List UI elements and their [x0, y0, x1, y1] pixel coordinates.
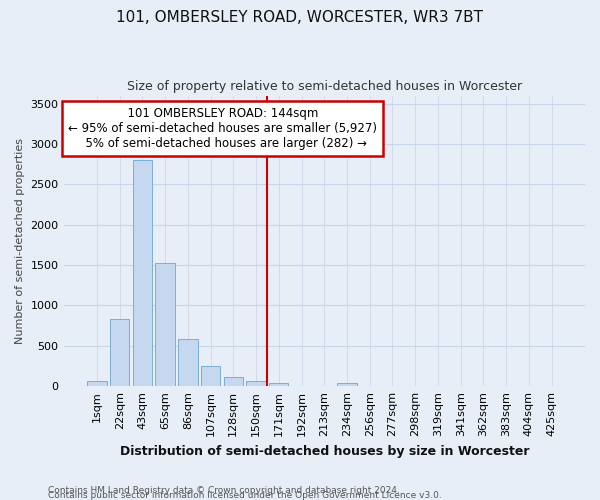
Text: Contains HM Land Registry data © Crown copyright and database right 2024.: Contains HM Land Registry data © Crown c… [48, 486, 400, 495]
Bar [247, 380, 266, 386]
Bar [178, 338, 197, 386]
Bar [133, 160, 152, 386]
Bar [87, 380, 107, 386]
Bar [224, 378, 243, 386]
Bar [337, 384, 356, 386]
Title: Size of property relative to semi-detached houses in Worcester: Size of property relative to semi-detach… [127, 80, 522, 93]
Bar [155, 262, 175, 386]
Bar [269, 384, 289, 386]
Y-axis label: Number of semi-detached properties: Number of semi-detached properties [15, 138, 25, 344]
Text: Contains public sector information licensed under the Open Government Licence v3: Contains public sector information licen… [48, 490, 442, 500]
Bar [201, 366, 220, 386]
Text: 101 OMBERSLEY ROAD: 144sqm  
← 95% of semi-detached houses are smaller (5,927)
 : 101 OMBERSLEY ROAD: 144sqm ← 95% of semi… [68, 107, 377, 150]
X-axis label: Distribution of semi-detached houses by size in Worcester: Distribution of semi-detached houses by … [119, 444, 529, 458]
Bar [110, 319, 130, 386]
Text: 101, OMBERSLEY ROAD, WORCESTER, WR3 7BT: 101, OMBERSLEY ROAD, WORCESTER, WR3 7BT [116, 10, 484, 25]
